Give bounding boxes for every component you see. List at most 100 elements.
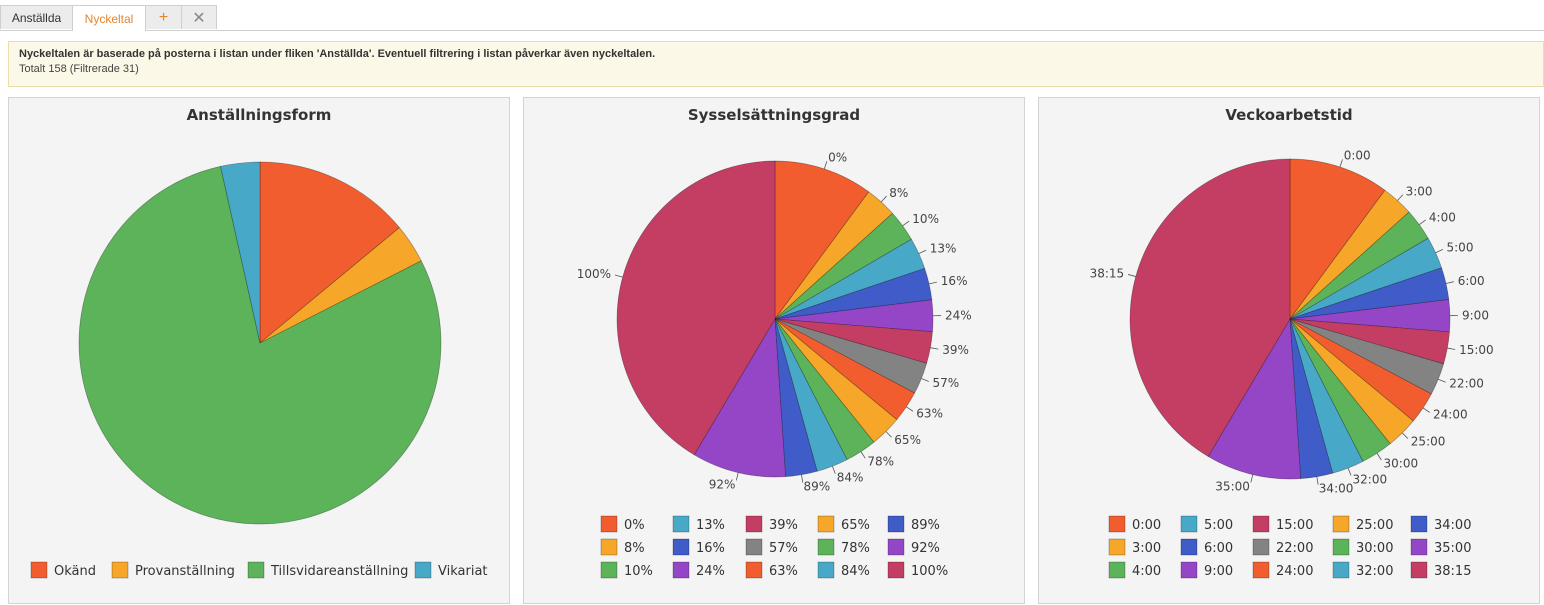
legend-item-65[interactable]: 65%	[818, 516, 870, 533]
legend-swatch	[1411, 562, 1427, 578]
slice-label-connector	[1128, 274, 1136, 276]
legend-swatch	[1253, 516, 1269, 532]
legend-item-78[interactable]: 78%	[818, 539, 870, 556]
legend-item-0-00[interactable]: 0:00	[1109, 516, 1161, 533]
legend-label: 84%	[841, 564, 870, 579]
legend-item-30-00[interactable]: 30:00	[1333, 539, 1393, 556]
slice-label-35-00: 35:00	[1215, 479, 1250, 493]
legend-label: 9:00	[1204, 564, 1233, 579]
slice-label-22-00: 22:00	[1449, 377, 1484, 391]
legend-item-5-00[interactable]: 5:00	[1181, 516, 1233, 533]
tab-bar: Anställda Nyckeltal + ✕	[0, 0, 1544, 31]
legend-item-3-00[interactable]: 3:00	[1109, 539, 1161, 556]
slice-label-connector	[930, 348, 938, 349]
slice-label-9-00: 9:00	[1462, 308, 1489, 322]
legend-label: 35:00	[1434, 541, 1471, 556]
legend-item-22-00[interactable]: 22:00	[1253, 539, 1313, 556]
slice-label-connector	[921, 378, 928, 381]
slice-label-15-00: 15:00	[1459, 343, 1494, 357]
legend-swatch	[888, 539, 904, 555]
legend-label: 63%	[769, 564, 798, 579]
tab-nyckeltal[interactable]: Nyckeltal	[72, 5, 146, 31]
legend-item-13[interactable]: 13%	[673, 516, 725, 533]
legend-label: Vikariat	[438, 564, 488, 579]
legend-label: 0%	[624, 518, 645, 533]
legend-swatch	[673, 516, 689, 532]
legend-item-84[interactable]: 84%	[818, 562, 870, 579]
slice-label-connector	[919, 250, 926, 253]
legend-swatch	[888, 562, 904, 578]
legend-item-ok-nd[interactable]: Okänd	[31, 562, 96, 579]
slice-label-connector	[1436, 249, 1443, 252]
legend-item-34-00[interactable]: 34:00	[1411, 516, 1471, 533]
legend-label: Tillsvidareanställning	[270, 564, 408, 579]
slice-label-65: 65%	[894, 433, 921, 447]
slice-label-92: 92%	[709, 477, 736, 491]
slice-label-63: 63%	[916, 407, 943, 421]
legend-item-16[interactable]: 16%	[673, 539, 725, 556]
legend-label: 57%	[769, 541, 798, 556]
legend-swatch	[1333, 539, 1349, 555]
close-tab-button[interactable]: ✕	[181, 5, 217, 29]
legend-label: 92%	[911, 541, 940, 556]
tab-anstallda[interactable]: Anställda	[0, 5, 73, 29]
legend-item-25-00[interactable]: 25:00	[1333, 516, 1393, 533]
slice-label-4-00: 4:00	[1429, 211, 1456, 225]
legend-item-24-00[interactable]: 24:00	[1253, 562, 1313, 579]
legend-swatch	[1181, 516, 1197, 532]
legend-item-4-00[interactable]: 4:00	[1109, 562, 1161, 579]
slice-label-connector	[906, 407, 913, 411]
legend-item-6-00[interactable]: 6:00	[1181, 539, 1233, 556]
chart-panel-sysselsattningsgrad: Sysselsättningsgrad 0%8%10%13%16%24%39%5…	[523, 97, 1025, 604]
legend-swatch	[601, 539, 617, 555]
legend-item-38-15[interactable]: 38:15	[1411, 562, 1471, 579]
legend-item-9-00[interactable]: 9:00	[1181, 562, 1233, 579]
legend-swatch	[1333, 516, 1349, 532]
legend-label: 65%	[841, 518, 870, 533]
slice-label-connector	[1447, 348, 1455, 349]
tab-label: Anställda	[12, 11, 61, 25]
legend-swatch	[746, 516, 762, 532]
info-message: Nyckeltalen är baserade på posterna i li…	[19, 48, 1533, 60]
close-icon: ✕	[192, 8, 205, 28]
slice-label-connector	[929, 282, 937, 284]
legend-item-35-00[interactable]: 35:00	[1411, 539, 1471, 556]
legend-label: 39%	[769, 518, 798, 533]
slice-label-16: 16%	[941, 274, 968, 288]
legend-item-63[interactable]: 63%	[746, 562, 798, 579]
slice-label-connector	[1402, 433, 1408, 439]
slice-label-24: 24%	[945, 309, 972, 323]
legend-item-vikariat[interactable]: Vikariat	[415, 562, 488, 579]
legend-item-100[interactable]: 100%	[888, 562, 948, 579]
legend-item-57[interactable]: 57%	[746, 539, 798, 556]
legend-item-tillsvidareanst-llning[interactable]: Tillsvidareanställning	[248, 562, 408, 579]
legend-label: 0:00	[1132, 518, 1161, 533]
legend-item-provanst-llning[interactable]: Provanställning	[112, 562, 235, 579]
legend-item-24[interactable]: 24%	[673, 562, 725, 579]
slice-label-connector	[1340, 159, 1342, 167]
legend-item-92[interactable]: 92%	[888, 539, 940, 556]
legend-swatch	[888, 516, 904, 532]
legend-swatch	[1109, 516, 1125, 532]
add-tab-button[interactable]: +	[145, 5, 182, 29]
slice-label-8: 8%	[889, 186, 908, 200]
slice-label-57: 57%	[933, 376, 960, 390]
legend-label: 16%	[696, 541, 725, 556]
legend-item-8[interactable]: 8%	[601, 539, 645, 556]
slice-label-connector	[881, 196, 886, 202]
slice-label-connector	[1251, 475, 1253, 483]
legend-swatch	[1109, 562, 1125, 578]
legend-item-15-00[interactable]: 15:00	[1253, 516, 1313, 533]
slice-label-connector	[1419, 220, 1425, 225]
legend-item-0[interactable]: 0%	[601, 516, 645, 533]
legend-swatch	[818, 516, 834, 532]
legend-swatch	[818, 539, 834, 555]
slice-label-84: 84%	[837, 470, 864, 484]
legend-item-10[interactable]: 10%	[601, 562, 653, 579]
legend-item-39[interactable]: 39%	[746, 516, 798, 533]
legend-item-89[interactable]: 89%	[888, 516, 940, 533]
slice-label-0-00: 0:00	[1344, 149, 1371, 163]
legend-item-32-00[interactable]: 32:00	[1333, 562, 1393, 579]
legend-swatch	[415, 562, 431, 578]
